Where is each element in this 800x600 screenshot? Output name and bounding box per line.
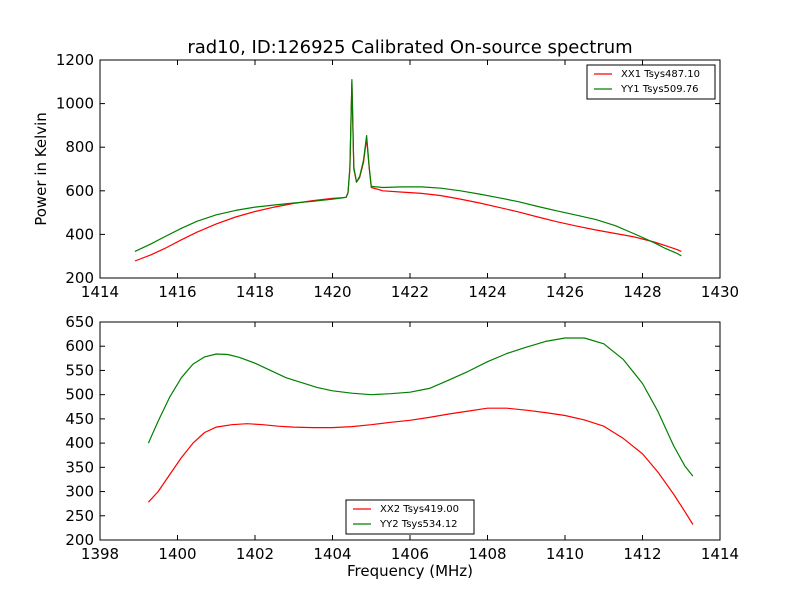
bottom-legend-box — [345, 499, 475, 535]
top-xtick-label: 1428 — [623, 283, 661, 301]
top-ytick-label: 800 — [65, 138, 94, 156]
top-xticks: 1414 1416 1418 1420 1422 1424 1426 1428 1430 — [81, 60, 739, 301]
bottom-series — [147, 337, 694, 525]
bottom-ytick-label: 350 — [65, 458, 94, 476]
top-xtick-label: 1422 — [391, 283, 429, 301]
bottom-series-line-1 — [147, 337, 694, 477]
bottom-legend-label-xx2: XX2 Tsys419.00 — [380, 504, 459, 515]
bottom-ytick-label: 650 — [65, 313, 94, 331]
y-axis-label-top: Power in Kelvin — [32, 112, 50, 226]
top-xtick-label: 1430 — [701, 283, 739, 301]
bottom-ytick-label: 300 — [65, 483, 94, 501]
top-panel: 1414 1416 1418 1420 1422 1424 1426 1428 1430 200… — [56, 51, 739, 301]
bottom-xtick-label: 1402 — [236, 545, 274, 563]
bottom-series-line-0 — [147, 407, 694, 525]
top-series — [134, 79, 682, 262]
bottom-panel: 1398 1400 1402 1404 1406 1408 1410 1412 1414 200… — [65, 313, 739, 563]
top-series-line-1 — [134, 79, 682, 257]
bottom-legend-label-yy2: YY2 Tsys534.12 — [379, 519, 458, 530]
x-axis-label-bottom: Frequency (MHz) — [347, 562, 473, 580]
bottom-ytick-label: 200 — [65, 531, 94, 549]
bottom-ytick-label: 600 — [65, 337, 94, 355]
bottom-xticks: 1398 1400 1402 1404 1406 1408 1410 1412 1414 — [81, 322, 739, 563]
bottom-xtick-label: 1398 — [81, 545, 119, 563]
bottom-ytick-label: 550 — [65, 361, 94, 379]
top-xtick-label: 1418 — [236, 283, 274, 301]
top-xtick-label: 1424 — [468, 283, 506, 301]
top-xtick-label: 1420 — [313, 283, 351, 301]
top-ytick-label: 200 — [65, 269, 94, 287]
bottom-xtick-label: 1414 — [701, 545, 739, 563]
bottom-xtick-label: 1404 — [313, 545, 351, 563]
bottom-ytick-label: 500 — [65, 386, 94, 404]
bottom-xtick-label: 1408 — [468, 545, 506, 563]
top-legend-box — [586, 64, 716, 100]
bottom-ytick-label: 250 — [65, 507, 94, 525]
bottom-xtick-label: 1410 — [546, 545, 584, 563]
bottom-yticks: 200 250 300 350 400 450 500 550 600 650 — [65, 313, 720, 549]
top-yticks: 200 400 600 800 1000 1200 — [56, 51, 720, 287]
top-ytick-label: 1200 — [56, 51, 94, 69]
top-legend-label-xx1: XX1 Tsys487.10 — [621, 69, 700, 80]
top-ytick-label: 1000 — [56, 95, 94, 113]
top-ytick-label: 600 — [65, 182, 94, 200]
bottom-ytick-label: 400 — [65, 434, 94, 452]
bottom-xtick-label: 1400 — [158, 545, 196, 563]
top-legend-label-yy1: YY1 Tsys509.76 — [620, 84, 699, 95]
top-legend: XX1 Tsys487.10 YY1 Tsys509.76 — [586, 64, 716, 100]
top-xtick-label: 1426 — [546, 283, 584, 301]
bottom-legend: XX2 Tsys419.00 YY2 Tsys534.12 — [345, 499, 475, 535]
top-xtick-label: 1414 — [81, 283, 119, 301]
bottom-xtick-label: 1406 — [391, 545, 429, 563]
chart-title: rad10, ID:126925 Calibrated On-source sp… — [187, 37, 632, 58]
top-ytick-label: 400 — [65, 225, 94, 243]
bottom-ytick-label: 450 — [65, 410, 94, 428]
bottom-xtick-label: 1412 — [623, 545, 661, 563]
top-xtick-label: 1416 — [158, 283, 196, 301]
